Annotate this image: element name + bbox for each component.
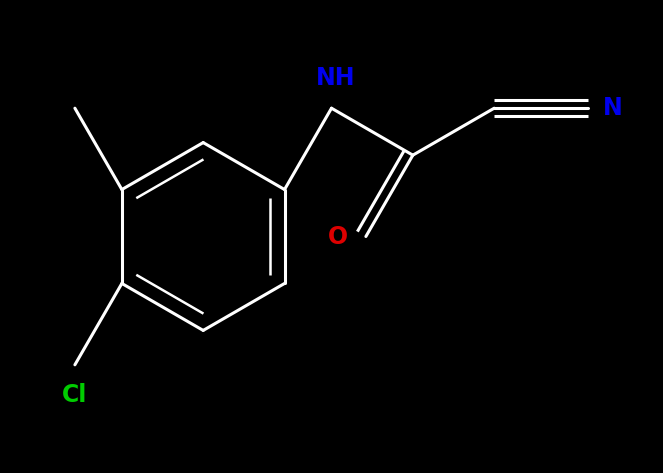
Text: N: N — [603, 96, 623, 120]
Text: Cl: Cl — [62, 383, 88, 407]
Text: NH: NH — [316, 66, 355, 90]
Text: O: O — [328, 225, 348, 248]
